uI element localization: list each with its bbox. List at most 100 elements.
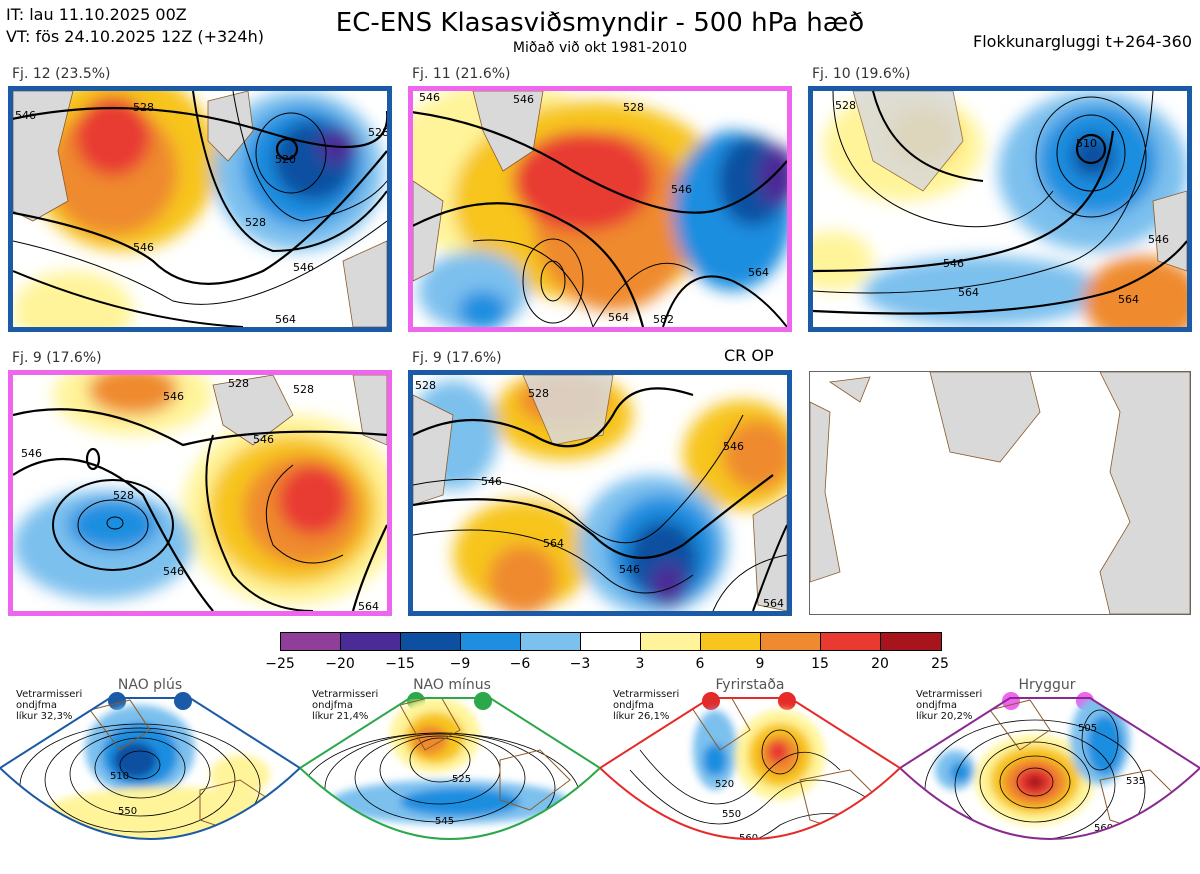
contour-label: 528 bbox=[415, 379, 436, 392]
colorbar-swatch bbox=[700, 632, 761, 651]
colorbar-tick: 15 bbox=[811, 656, 829, 672]
contour-label: 564 bbox=[958, 286, 979, 299]
contour-label: 546 bbox=[15, 109, 36, 122]
contour-label: 564 bbox=[543, 537, 564, 550]
regime-4-note: Vetrarmisseri ondjfma líkur 20,2% bbox=[916, 689, 982, 722]
panel-5-label: Fj. 9 (17.6%) bbox=[412, 350, 502, 366]
panel-2-map: 546 528 546 564 546 564 582 bbox=[408, 86, 792, 332]
colorbar-tick: 6 bbox=[695, 656, 705, 672]
contour-label: 546 bbox=[253, 433, 274, 446]
contour-label: 528 bbox=[228, 377, 249, 390]
regime-3-title: Fyrirstaða bbox=[715, 677, 785, 693]
colorbar-swatch bbox=[520, 632, 581, 651]
regime-note-line: ondjfma bbox=[312, 700, 353, 711]
regime-contour-label: 565 bbox=[446, 850, 465, 861]
panel-1-map: 528 546 520 528 546 528 546 564 bbox=[8, 86, 392, 332]
regime-2-map: 525 545 565 bbox=[298, 690, 602, 870]
regime-3-dot-left bbox=[702, 692, 720, 710]
contour-label: 564 bbox=[748, 266, 769, 279]
valid-time: VT: fös 24.10.2025 12Z (+324h) bbox=[6, 27, 264, 46]
colorbar-swatch bbox=[640, 632, 701, 651]
regime-2-title: NAO mínus bbox=[413, 677, 491, 693]
regime-4-title: Hryggur bbox=[1018, 677, 1076, 693]
colorbar-tick: −20 bbox=[325, 656, 355, 672]
contour-label: 564 bbox=[358, 600, 379, 611]
regime-note-line: líkur 20,2% bbox=[916, 711, 973, 722]
panel-3-map: 528 510 546 546 564 564 bbox=[808, 86, 1192, 332]
contour-label: 546 bbox=[1148, 233, 1169, 246]
regime-1-dot-left bbox=[108, 692, 126, 710]
contour-label: 520 bbox=[275, 153, 296, 166]
regime-note-line: Vetrarmisseri bbox=[16, 689, 83, 700]
colorbar-swatch bbox=[400, 632, 461, 651]
regime-note-line: líkur 21,4% bbox=[312, 711, 369, 722]
contour-label: 528 bbox=[245, 216, 266, 229]
colorbar-tick: −6 bbox=[509, 656, 531, 672]
panel-6-basemap bbox=[809, 371, 1191, 615]
init-time: IT: lau 11.10.2025 00Z bbox=[6, 5, 187, 24]
panel-4-label: Fj. 9 (17.6%) bbox=[12, 350, 102, 366]
regime-contour-label: 550 bbox=[118, 806, 137, 817]
regime-note-line: líkur 32,3% bbox=[16, 711, 73, 722]
contour-label: 510 bbox=[1076, 137, 1097, 150]
regime-3-note: Vetrarmisseri ondjfma líkur 26,1% bbox=[613, 689, 679, 722]
regime-contour-label: 525 bbox=[452, 774, 471, 785]
colorbar bbox=[280, 632, 942, 651]
contour-label: 546 bbox=[163, 390, 184, 403]
colorbar-swatch bbox=[820, 632, 881, 651]
regime-contour-label: 520 bbox=[715, 779, 734, 790]
regime-note-line: Vetrarmisseri bbox=[312, 689, 379, 700]
regime-4-map: 505 535 560 bbox=[898, 690, 1200, 870]
colorbar-tick: −3 bbox=[569, 656, 591, 672]
regime-3-map: 520 550 560 bbox=[598, 690, 902, 870]
header-times: IT: lau 11.10.2025 00Z VT: fös 24.10.202… bbox=[6, 4, 264, 48]
panel-1-label: Fj. 12 (23.5%) bbox=[12, 66, 111, 82]
contour-label: 528 bbox=[133, 101, 154, 114]
regime-contour-label: 545 bbox=[435, 816, 454, 827]
panel-3-label: Fj. 10 (19.6%) bbox=[812, 66, 911, 82]
colorbar-tick: −9 bbox=[449, 656, 471, 672]
regime-contour-label: 535 bbox=[1126, 776, 1145, 787]
contour-label: 528 bbox=[113, 489, 134, 502]
contour-label: 546 bbox=[619, 563, 640, 576]
contour-label: 546 bbox=[481, 475, 502, 488]
contour-label: 564 bbox=[275, 313, 296, 326]
contour-label: 564 bbox=[763, 597, 784, 610]
page-title: EC-ENS Klasasviðsmyndir - 500 hPa hæð bbox=[335, 8, 865, 38]
regime-2-note: Vetrarmisseri ondjfma líkur 21,4% bbox=[312, 689, 378, 722]
colorbar-tick: 3 bbox=[635, 656, 645, 672]
colorbar-swatch bbox=[760, 632, 821, 651]
colorbar-swatch bbox=[580, 632, 641, 651]
colorbar-swatch bbox=[880, 632, 942, 651]
panel-5-map: 528 528 546 546 564 546 564 bbox=[408, 370, 792, 616]
colorbar-swatch bbox=[280, 632, 341, 651]
regime-note-line: Vetrarmisseri bbox=[613, 689, 680, 700]
regime-contour-label: 550 bbox=[722, 809, 741, 820]
contour-label: 528 bbox=[293, 383, 314, 396]
regime-2-dot-right bbox=[474, 692, 492, 710]
classification-window: Flokkunargluggi t+264-360 bbox=[973, 32, 1192, 51]
regime-note-line: líkur 26,1% bbox=[613, 711, 670, 722]
contour-label: 546 bbox=[723, 440, 744, 453]
contour-label: 564 bbox=[608, 311, 629, 324]
regime-1-title: NAO plús bbox=[117, 677, 183, 693]
regime-1-note: Vetrarmisseri ondjfma líkur 32,3% bbox=[16, 689, 82, 722]
page-subtitle: Miðað við okt 1981-2010 bbox=[512, 40, 688, 56]
regime-1-map: 510 550 bbox=[0, 690, 302, 870]
contour-label: 546 bbox=[133, 241, 154, 254]
regime-contour-label: 510 bbox=[110, 771, 129, 782]
contour-label: 546 bbox=[163, 565, 184, 578]
regime-note-line: ondjfma bbox=[916, 700, 957, 711]
contour-label: 546 bbox=[293, 261, 314, 274]
regime-3-dot-right bbox=[778, 692, 796, 710]
regime-1-dot-right bbox=[174, 692, 192, 710]
contour-label: 528 bbox=[835, 99, 856, 112]
contour-label: 546 bbox=[21, 447, 42, 460]
contour-label: 528 bbox=[623, 101, 644, 114]
panel-2-label: Fj. 11 (21.6%) bbox=[412, 66, 511, 82]
colorbar-tick: 9 bbox=[755, 656, 765, 672]
colorbar-swatch bbox=[460, 632, 521, 651]
contour-label: 582 bbox=[653, 313, 674, 326]
regime-note-line: ondjfma bbox=[613, 700, 654, 711]
colorbar-tick: 25 bbox=[931, 656, 949, 672]
